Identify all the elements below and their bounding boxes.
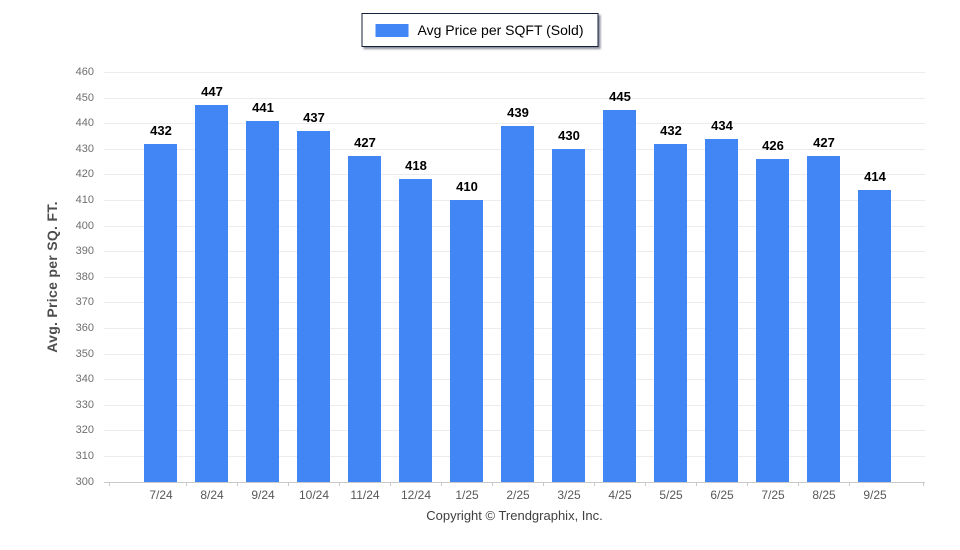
y-tick-label: 440: [75, 117, 94, 129]
x-axis-tick: [390, 482, 391, 486]
copyright-text: Copyright © Trendgraphix, Inc.: [426, 508, 603, 523]
gridline: [104, 72, 925, 73]
x-axis-label: 11/24: [350, 488, 380, 502]
bar-6/25: [705, 139, 738, 482]
bar-12/24: [399, 179, 432, 482]
legend-label: Avg Price per SQFT (Sold): [417, 22, 584, 38]
y-tick-label: 450: [75, 92, 94, 104]
bar-4/25: [603, 110, 636, 482]
bar-8/25: [807, 156, 840, 482]
bar-value-label: 426: [762, 138, 784, 153]
bar-value-label: 447: [201, 84, 223, 99]
x-axis-label: 2/25: [506, 488, 530, 502]
x-axis-label: 7/25: [761, 488, 785, 502]
bar-7/24: [144, 144, 177, 482]
x-axis-baseline: [104, 482, 925, 483]
x-axis-tick: [492, 482, 493, 486]
bar-value-label: 414: [864, 169, 886, 184]
x-axis-label: 4/25: [608, 488, 632, 502]
bar-value-label: 439: [507, 105, 529, 120]
y-tick-label: 330: [75, 399, 94, 411]
y-tick-label: 300: [75, 476, 94, 488]
bar-11/24: [348, 156, 381, 482]
gridline: [104, 98, 925, 99]
y-tick-label: 360: [75, 322, 94, 334]
x-axis-tick: [186, 482, 187, 486]
y-tick-label: 430: [75, 143, 94, 155]
bar-5/25: [654, 144, 687, 482]
x-axis-label: 12/24: [400, 488, 432, 502]
x-axis-tick: [441, 482, 442, 486]
bar-9/25: [858, 190, 891, 482]
y-tick-label: 400: [75, 220, 94, 232]
x-axis-tick: [339, 482, 340, 486]
x-axis-label: 5/25: [659, 488, 683, 502]
bar-value-label: 430: [558, 128, 580, 143]
x-axis-tick: [798, 482, 799, 486]
x-axis-tick: [696, 482, 697, 486]
bar-value-label: 432: [150, 123, 172, 138]
bar-value-label: 437: [303, 110, 325, 125]
x-axis-tick: [923, 482, 924, 486]
legend-swatch: [375, 23, 409, 37]
bar-10/24: [297, 131, 330, 482]
x-axis-tick: [645, 482, 646, 486]
x-axis-tick: [849, 482, 850, 486]
y-tick-label: 460: [75, 66, 94, 78]
y-tick-label: 390: [75, 245, 94, 257]
y-tick-label: 320: [75, 424, 94, 436]
y-tick-label: 340: [75, 373, 94, 385]
y-tick-label: 410: [75, 194, 94, 206]
x-axis-label: 1/25: [455, 488, 479, 502]
x-axis-label: 8/25: [812, 488, 836, 502]
bar-value-label: 427: [354, 135, 376, 150]
bar-2/25: [501, 126, 534, 482]
x-axis-tick: [747, 482, 748, 486]
x-axis-label: 8/24: [200, 488, 224, 502]
bar-value-label: 441: [252, 100, 274, 115]
x-axis-label: 3/25: [557, 488, 581, 502]
x-axis-tick: [288, 482, 289, 486]
y-tick-label: 380: [75, 271, 94, 283]
bar-1/25: [450, 200, 483, 482]
bar-value-label: 432: [660, 123, 682, 138]
x-axis-tick: [237, 482, 238, 486]
bar-value-label: 410: [456, 179, 478, 194]
bar-8/24: [195, 105, 228, 482]
x-axis-label: 9/25: [863, 488, 887, 502]
y-tick-label: 420: [75, 168, 94, 180]
x-axis-tick: [594, 482, 595, 486]
bar-value-label: 445: [609, 89, 631, 104]
bar-7/25: [756, 159, 789, 482]
x-axis-tick: [543, 482, 544, 486]
bar-3/25: [552, 149, 585, 482]
gridline: [104, 123, 925, 124]
bar-value-label: 418: [405, 158, 427, 173]
x-axis-label: 9/24: [251, 488, 275, 502]
y-tick-label: 310: [75, 450, 94, 462]
bar-9/24: [246, 121, 279, 482]
y-tick-label: 350: [75, 348, 94, 360]
x-axis-tick: [109, 482, 110, 486]
legend: Avg Price per SQFT (Sold): [361, 13, 599, 47]
x-axis-label: 6/25: [710, 488, 734, 502]
x-axis-label: 10/24: [298, 488, 330, 502]
bar-value-label: 434: [711, 118, 733, 133]
x-axis-label: 7/24: [149, 488, 173, 502]
bar-value-label: 427: [813, 135, 835, 150]
y-tick-label: 370: [75, 296, 94, 308]
